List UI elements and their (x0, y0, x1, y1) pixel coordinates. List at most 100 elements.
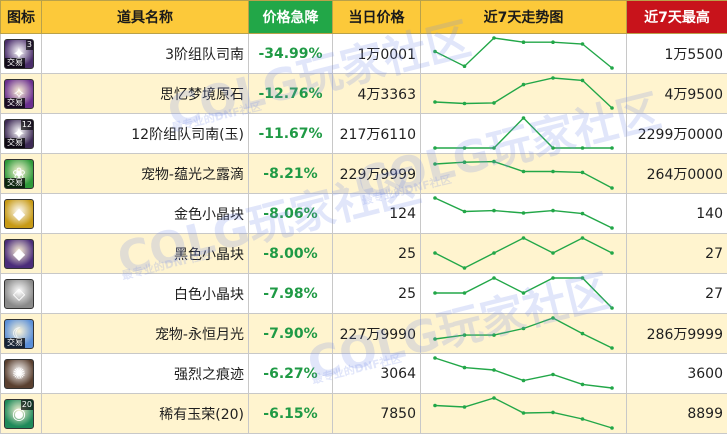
trend-point (580, 276, 585, 280)
today-price: 1万0001 (332, 33, 421, 74)
trend-sparkline (433, 36, 614, 70)
gold-crystal-icon[interactable]: ◆ (4, 198, 34, 229)
trend-point (492, 146, 496, 150)
trend-line (434, 237, 613, 269)
trend-point (610, 386, 614, 390)
rare-jade-icon[interactable]: ◉ 20 (4, 398, 34, 429)
pet-dewdrop-icon[interactable]: ❀ 交易 (4, 158, 34, 189)
table-row[interactable]: ✦ 交易 3 3阶组队司南 -34.99% 1万0001 1万5500 (0, 33, 727, 74)
tradeable-tag: 交易 (5, 97, 25, 108)
trend-chart-cell (420, 313, 627, 354)
table-row[interactable]: ◆ 金色小晶块 -8.06% 124 140 (0, 193, 727, 234)
trend-point (521, 291, 526, 295)
trend-chart-cell (420, 33, 627, 74)
trend-point (492, 36, 496, 40)
trend-chart-cell (420, 393, 627, 434)
pet-moonlight-icon[interactable]: ☾ 交易 (4, 318, 34, 349)
item-name[interactable]: 宠物-蕴光之露滴 (41, 153, 249, 194)
trend-point (433, 162, 437, 166)
icon-level-badge: 20 (20, 399, 33, 410)
item-name[interactable]: 稀有玉荣(20) (41, 393, 249, 434)
item-icon-glyph: ❀ (12, 163, 26, 183)
seven-day-max-price: 4万9500 (626, 73, 727, 114)
black-crystal-icon[interactable]: ◆ (4, 238, 34, 269)
item-name[interactable]: 宠物-永恒月光 (41, 313, 249, 354)
trend-point (462, 333, 467, 337)
table-row[interactable]: ✺ 强烈之痕迹 -6.27% 3064 3600 (0, 353, 727, 394)
item-name[interactable]: 黑色小晶块 (41, 233, 249, 274)
trend-sparkline (433, 396, 614, 430)
table-row[interactable]: ☾ 交易 宠物-永恒月光 -7.90% 227万9990 286万9999 (0, 313, 727, 354)
trend-point (610, 251, 614, 255)
trend-point (551, 251, 555, 255)
trend-point (433, 291, 437, 295)
header-7day-max[interactable]: 近7天最高 (626, 0, 727, 34)
item-icon-glyph: ☾ (11, 323, 27, 343)
trend-point (462, 365, 467, 370)
price-drop-value: -8.06% (248, 193, 333, 234)
item-name[interactable]: 12阶组队司南(玉) (41, 113, 249, 154)
header-item-name[interactable]: 道具名称 (41, 0, 249, 34)
price-drop-value: -6.27% (248, 353, 333, 394)
trend-point (551, 40, 555, 44)
item-name[interactable]: 思忆梦境原石 (41, 73, 249, 114)
today-price: 7850 (332, 393, 421, 434)
today-price: 124 (332, 193, 421, 234)
trend-point (551, 169, 555, 174)
table-row[interactable]: ◇ 白色小晶块 -7.98% 25 27 (0, 273, 727, 314)
item-name[interactable]: 3阶组队司南 (41, 33, 249, 74)
item-name[interactable]: 白色小晶块 (41, 273, 249, 314)
trend-point (610, 146, 614, 150)
trend-line (434, 160, 613, 189)
table-row[interactable]: ❀ 交易 宠物-蕴光之露滴 -8.21% 229万9999 264万0000 (0, 153, 727, 194)
item-name[interactable]: 金色小晶块 (41, 193, 249, 234)
table-row[interactable]: ✧ 交易 思忆梦境原石 -12.76% 4万3363 4万9500 (0, 73, 727, 114)
trend-point (610, 186, 614, 190)
trend-point (610, 66, 614, 70)
today-price: 217万6110 (332, 113, 421, 154)
item-icon-cell: ☾ 交易 (0, 313, 42, 354)
dream-stone-icon[interactable]: ✧ 交易 (4, 78, 34, 109)
price-drop-value: -11.67% (248, 113, 333, 154)
trend-point (462, 291, 467, 295)
icon-level-badge: 3 (25, 39, 33, 50)
trend-point (551, 316, 555, 320)
header-today-price[interactable]: 当日价格 (332, 0, 421, 34)
trend-sparkline (433, 159, 614, 190)
trend-sparkline (433, 76, 614, 110)
trend-line (434, 77, 613, 109)
header-icon: 图标 (0, 0, 42, 34)
item-icon-cell: ❀ 交易 (0, 153, 42, 194)
trend-point (610, 106, 614, 110)
item-icon-glyph: ◇ (12, 283, 26, 303)
trend-point (610, 426, 614, 430)
trend-point (580, 42, 585, 46)
table-row[interactable]: ◉ 20 稀有玉荣(20) -6.15% 7850 8899 (0, 393, 727, 434)
trend-point (610, 346, 614, 350)
compass-icon[interactable]: ✦ 交易 3 (4, 38, 34, 69)
intense-trace-icon[interactable]: ✺ (4, 358, 34, 389)
white-crystal-icon[interactable]: ◇ (4, 278, 34, 309)
trend-point (492, 208, 496, 213)
item-icon-cell: ◆ (0, 193, 42, 234)
trend-point (580, 78, 585, 83)
jade-compass-icon[interactable]: ✦ 交易 12 (4, 118, 34, 149)
item-icon-cell: ✧ 交易 (0, 73, 42, 114)
trend-chart-cell (420, 153, 627, 194)
table-row[interactable]: ◆ 黑色小晶块 -8.00% 25 27 (0, 233, 727, 274)
trend-point (580, 331, 585, 336)
table-row[interactable]: ✦ 交易 12 12阶组队司南(玉) -11.67% 217万6110 2299万0000 (0, 113, 727, 154)
today-price: 227万9990 (332, 313, 421, 354)
trend-point (521, 236, 526, 240)
trend-point (433, 196, 437, 200)
trend-point (580, 417, 585, 421)
trend-point (492, 159, 496, 164)
trend-line (434, 317, 613, 349)
trend-point (521, 211, 526, 215)
price-drop-value: -34.99% (248, 33, 333, 74)
item-name[interactable]: 强烈之痕迹 (41, 353, 249, 394)
today-price: 4万3363 (332, 73, 421, 114)
header-price-drop[interactable]: 价格急降 (248, 0, 333, 34)
tradeable-tag: 交易 (5, 177, 25, 188)
trend-point (610, 226, 614, 230)
